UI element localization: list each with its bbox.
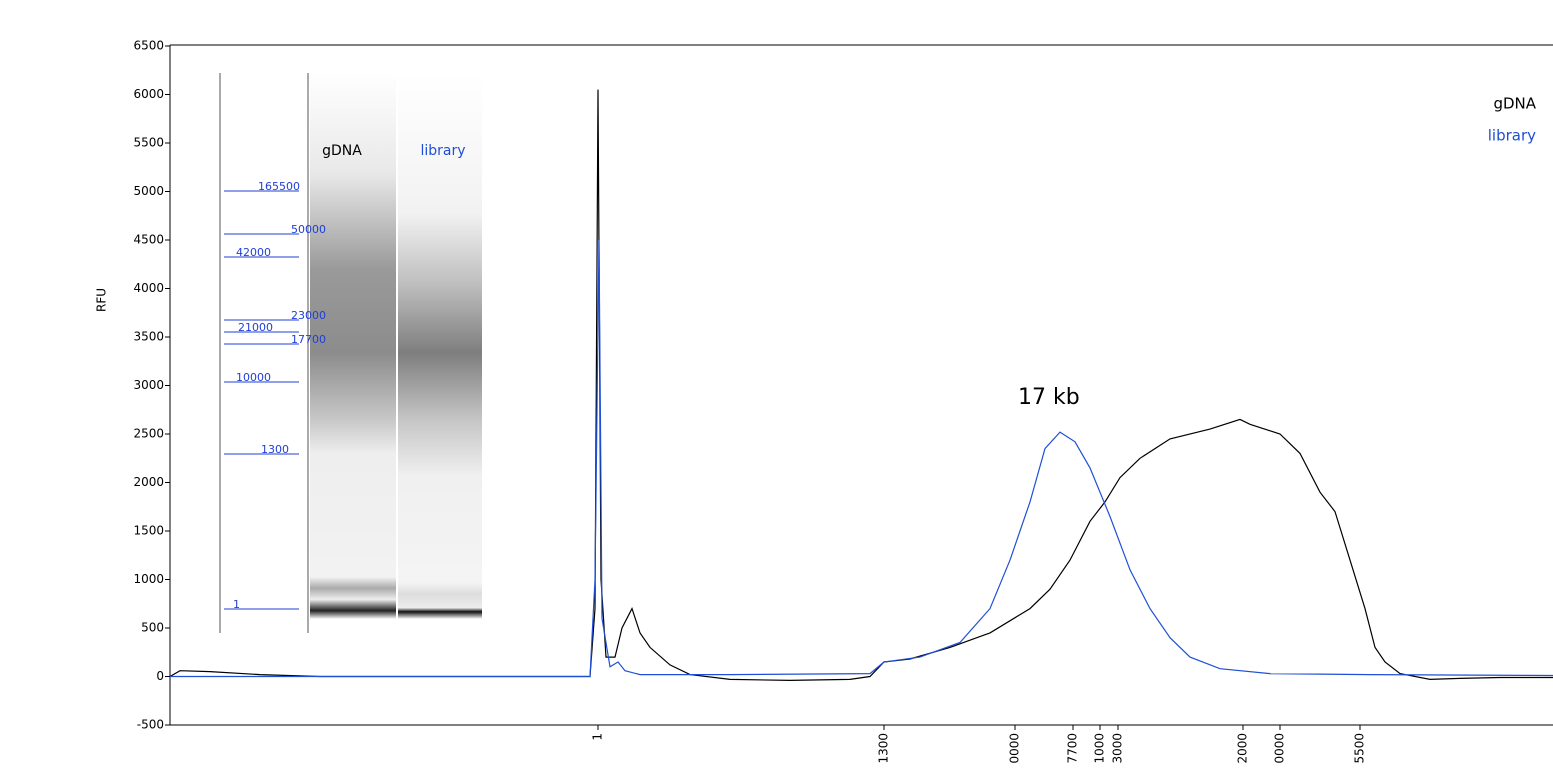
legend-entry: library bbox=[1488, 127, 1536, 145]
ladder-label: 50000 bbox=[291, 223, 326, 236]
electropherogram: gDNA library 165500500004200023000210001… bbox=[0, 0, 1553, 772]
y-tick-label: 3000 bbox=[133, 378, 164, 392]
y-tick-label: 3500 bbox=[133, 330, 164, 344]
y-axis-label: RFU bbox=[95, 288, 109, 312]
y-tick-label: 500 bbox=[141, 621, 164, 635]
x-tick-label: 0000 bbox=[1008, 733, 1022, 764]
ladder-label: 10000 bbox=[236, 371, 271, 384]
y-tick-label: 1500 bbox=[133, 524, 164, 538]
ladder-label: 1 bbox=[233, 598, 240, 611]
x-tick-label: 3000 bbox=[1111, 733, 1125, 764]
y-tick-label: 2500 bbox=[133, 427, 164, 441]
y-tick-label: 5500 bbox=[133, 136, 164, 150]
y-tick-label: 2000 bbox=[133, 475, 164, 489]
ladder-label: 21000 bbox=[238, 321, 273, 334]
y-tick-label: 5000 bbox=[133, 184, 164, 198]
x-tick-label: 7700 bbox=[1066, 733, 1080, 764]
ladder-label: 42000 bbox=[236, 246, 271, 259]
y-tick-label: 6500 bbox=[133, 39, 164, 53]
y-tick-label: -500 bbox=[137, 718, 164, 732]
y-tick-label: 4000 bbox=[133, 281, 164, 295]
y-tick-label: 0 bbox=[156, 669, 164, 683]
x-tick-label: 0000 bbox=[1273, 733, 1287, 764]
y-tick-label: 6000 bbox=[133, 87, 164, 101]
annotation: 17 kb bbox=[1018, 385, 1080, 410]
x-tick-label: 1 bbox=[591, 733, 605, 741]
y-tick-label: 1000 bbox=[133, 572, 164, 586]
ladder-label: 1300 bbox=[261, 443, 289, 456]
lane-label: library bbox=[420, 143, 465, 159]
lane-label: gDNA bbox=[322, 143, 362, 159]
legend-entry: gDNA bbox=[1493, 95, 1536, 113]
gel-inset: gDNA library 165500 50000 42000 23000 21000 1… bbox=[220, 73, 482, 633]
ladder-label: 17700 bbox=[291, 333, 326, 346]
ladder-label: 23000 bbox=[291, 309, 326, 322]
x-tick-label: 1300 bbox=[877, 733, 891, 764]
x-tick-label: 5500 bbox=[1353, 733, 1367, 764]
x-tick-label: 1000 bbox=[1093, 733, 1107, 764]
ladder-label: 165500 bbox=[258, 180, 300, 193]
x-tick-label: 2000 bbox=[1236, 733, 1250, 764]
y-tick-label: 4500 bbox=[133, 233, 164, 247]
